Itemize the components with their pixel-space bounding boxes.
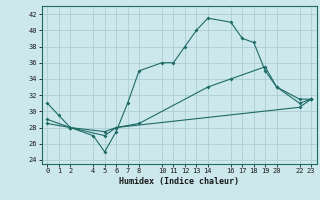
X-axis label: Humidex (Indice chaleur): Humidex (Indice chaleur) bbox=[119, 177, 239, 186]
